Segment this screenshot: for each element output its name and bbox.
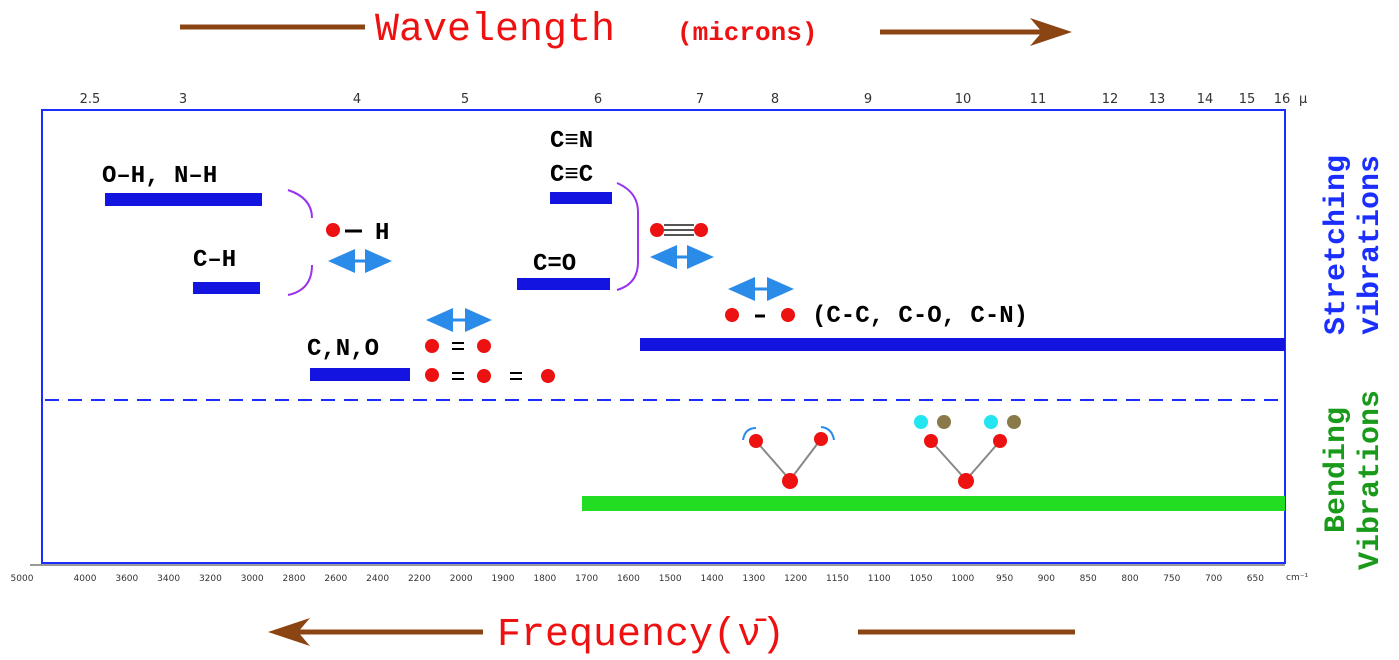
frequency-tick-label: 1400 xyxy=(701,574,724,584)
wavelength-tick-label: 16 xyxy=(1274,92,1291,107)
icon-scissor xyxy=(742,426,835,489)
icon-single xyxy=(725,277,795,322)
band-bar xyxy=(640,338,1285,351)
frequency-tick-label: 700 xyxy=(1205,574,1222,584)
wavelength-tick-label: 10 xyxy=(955,92,972,107)
frequency-tick-label: 2400 xyxy=(366,574,389,584)
band-label: O–H, N–H xyxy=(102,163,217,190)
wavelength-unit: μ xyxy=(1299,92,1307,107)
frequency-tick-label: 3200 xyxy=(199,574,222,584)
frequency-tick-label: 1150 xyxy=(826,574,849,584)
band-label: C≡N xyxy=(550,128,593,155)
wavelength-tick-label: 5 xyxy=(461,92,469,107)
frequency-tick-label: 750 xyxy=(1163,574,1180,584)
frequency-tick-label: 1300 xyxy=(742,574,765,584)
wavelength-tick-label: 7 xyxy=(696,92,704,107)
frequency-tick-label: 3400 xyxy=(157,574,180,584)
frequency-tick-label: 3000 xyxy=(241,574,264,584)
frequency-tick-label: 1100 xyxy=(868,574,891,584)
band-bar xyxy=(310,368,410,381)
frequency-tick-label: 2600 xyxy=(324,574,347,584)
bracket xyxy=(287,189,313,296)
icon-wag xyxy=(914,415,1021,489)
side-labels: Stretching vibrations Bending Vibrations xyxy=(1320,155,1388,570)
frequency-tick-label: 2000 xyxy=(450,574,473,584)
title: Wavelength xyxy=(375,8,615,53)
frequency-label: Frequency(ν̄) xyxy=(497,613,785,658)
band-label: C≡C xyxy=(550,162,593,189)
frequency-tick-label: 1600 xyxy=(617,574,640,584)
band-label: C,N,O xyxy=(307,336,379,363)
wavelength-tick-label: 2.5 xyxy=(80,92,101,107)
side-label: Vibrations xyxy=(1354,390,1388,570)
wavelength-tick-label: 14 xyxy=(1197,92,1214,107)
wavelength-tick-label: 9 xyxy=(864,92,872,107)
band-bar xyxy=(550,192,612,204)
icon-double xyxy=(425,308,555,383)
frequency-tick-label: 3600 xyxy=(115,574,138,584)
band-bar xyxy=(517,278,610,290)
title-unit: (microns) xyxy=(677,18,817,48)
frequency-tick-label: 850 xyxy=(1080,574,1097,584)
frequency-tick-label: 900 xyxy=(1038,574,1055,584)
band-label: C–H xyxy=(193,247,236,274)
side-label: Bending xyxy=(1320,407,1354,533)
side-label: vibrations xyxy=(1354,155,1388,335)
frequency-tick-label: 1800 xyxy=(533,574,556,584)
wavelength-tick-label: 15 xyxy=(1239,92,1256,107)
band-bar xyxy=(582,496,1285,511)
band-label: (C-C, C-O, C-N) xyxy=(812,303,1028,330)
frequency-tick-label: 1000 xyxy=(951,574,974,584)
band-label: C=O xyxy=(533,251,576,278)
frequency-tick-label: 1500 xyxy=(659,574,682,584)
frequency-tick-label: 4000 xyxy=(74,574,97,584)
wavelength-tick-label: 6 xyxy=(594,92,602,107)
wavelength-tick-label: 4 xyxy=(353,92,361,107)
frequency-tick-label: 650 xyxy=(1247,574,1264,584)
band-bar xyxy=(105,193,262,206)
arrow-head xyxy=(268,618,310,646)
frequency-tick-label: 5000 xyxy=(11,574,34,584)
frequency-tick-label: 1050 xyxy=(910,574,933,584)
icon-xh xyxy=(326,223,392,273)
atom-label: H xyxy=(375,220,389,247)
wavelength-tick-label: 8 xyxy=(771,92,779,107)
frame xyxy=(41,109,1286,564)
wavelength-tick-label: 12 xyxy=(1102,92,1119,107)
wavelength-tick-label: 13 xyxy=(1149,92,1166,107)
frequency-tick-label: 1200 xyxy=(784,574,807,584)
frequency-tick-label: 1700 xyxy=(575,574,598,584)
side-label: Stretching xyxy=(1320,155,1354,335)
wavelength-tick-label: 11 xyxy=(1030,92,1047,107)
frequency-tick-label: 2200 xyxy=(408,574,431,584)
icon-triple xyxy=(650,223,714,269)
bracket xyxy=(616,182,639,291)
frequency-tick-label: 950 xyxy=(996,574,1013,584)
frequency-tick-label: 800 xyxy=(1121,574,1138,584)
arrow-head xyxy=(1030,18,1072,46)
frequency-tick-label: 2800 xyxy=(283,574,306,584)
wavelength-tick-label: 3 xyxy=(179,92,187,107)
band-bar xyxy=(193,282,260,294)
frequency-tick-label: 1900 xyxy=(492,574,515,584)
frequency-unit: cm⁻¹ xyxy=(1286,573,1308,583)
